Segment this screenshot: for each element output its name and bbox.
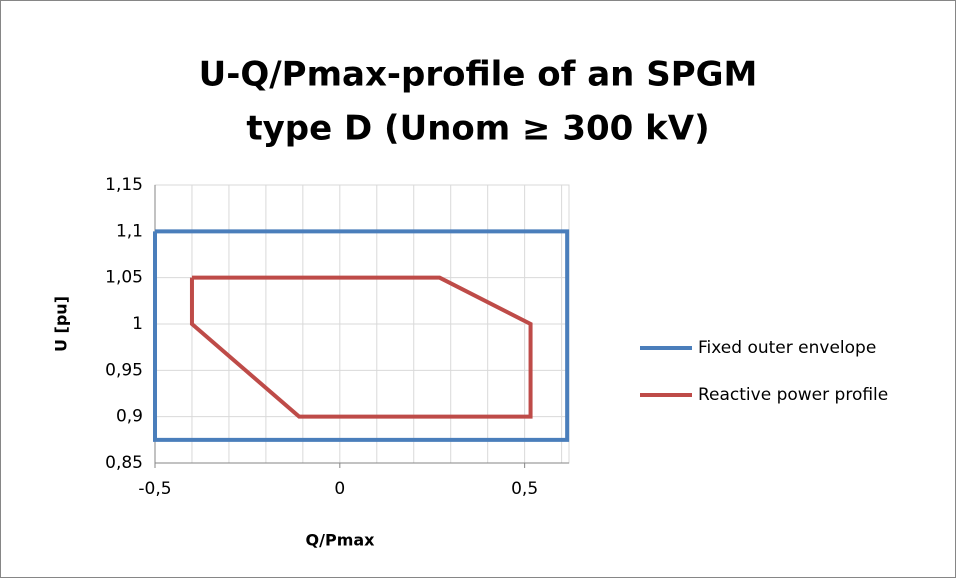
y-tick-label: 0,9 [116,407,143,427]
legend-label: Fixed outer envelope [698,338,876,358]
x-tick-label: -0,5 [138,479,171,499]
y-tick-label: 1,1 [116,221,143,241]
legend-label: Reactive power profile [698,385,888,405]
chart-title: type D (Unom ≥ 300 kV) [246,109,709,149]
x-tick-label: 0 [334,479,345,499]
series-line [153,229,570,442]
series-line [189,275,533,419]
y-tick-label: 1 [132,314,143,334]
y-tick-label: 0,95 [105,360,143,380]
y-tick-label: 1,05 [105,268,143,288]
y-tick-label: 1,15 [105,175,143,195]
y-tick-label: 0,85 [105,453,143,473]
y-axis-title: U [pu] [52,296,71,352]
chart-title: U-Q/Pmax-profile of an SPGM [199,55,758,95]
x-axis-title: Q/Pmax [306,531,376,550]
x-tick-label: 0,5 [511,479,538,499]
